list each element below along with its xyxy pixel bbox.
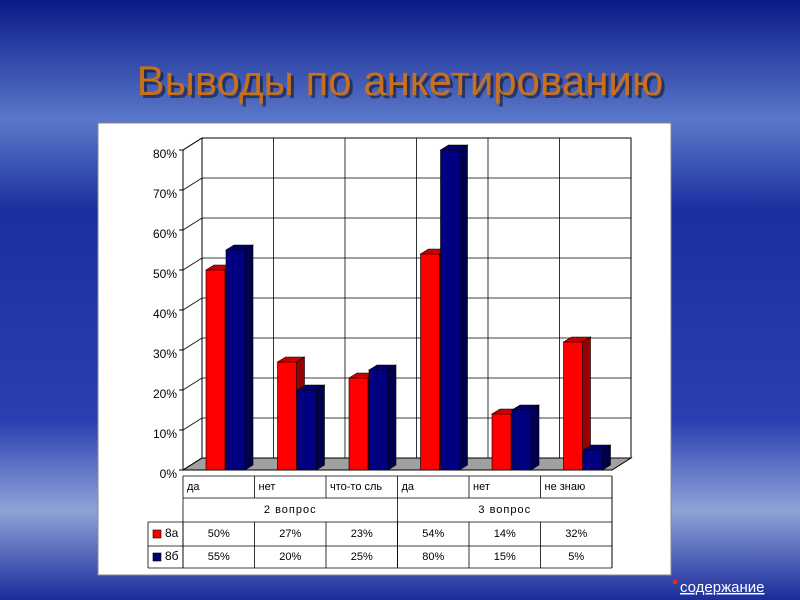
y-tick-label: 40% xyxy=(153,307,177,321)
value-label: 5% xyxy=(568,551,584,563)
x-tick-label: что-то сль xyxy=(330,481,382,493)
chart: 0% 10% 20% 30% 40% 50% 60% 70% 80% да нет что-то сл… xyxy=(147,137,633,569)
nav-link[interactable]: содержание xyxy=(680,579,765,596)
bar-side xyxy=(244,244,254,471)
value-label: 80% xyxy=(422,551,444,563)
y-tick-label: 10% xyxy=(153,427,177,441)
title-shadow: Выводы по анкетированию xyxy=(140,60,667,107)
bar xyxy=(225,249,246,471)
y-tick-label: 50% xyxy=(153,267,177,281)
legend-key xyxy=(152,529,162,539)
y-tick-label: 70% xyxy=(153,187,177,201)
bar xyxy=(440,149,460,471)
value-label: 14% xyxy=(494,528,516,540)
x-tick-label: нет xyxy=(259,481,276,493)
bar xyxy=(205,269,226,471)
bar-side xyxy=(530,404,540,471)
legend-entry: 8а xyxy=(165,526,179,540)
value-label: 25% xyxy=(351,551,373,563)
x-tick-label: да xyxy=(402,481,415,493)
grid-line xyxy=(182,417,631,431)
value-label: 23% xyxy=(351,528,373,540)
value-label: 54% xyxy=(422,528,444,540)
x-tick-label: нет xyxy=(473,481,490,493)
value-label: 20% xyxy=(279,551,301,563)
y-tick-label: 20% xyxy=(153,387,177,401)
legend-entry: 8б xyxy=(165,549,179,563)
value-label: 15% xyxy=(494,551,516,563)
group-label: 3 вопрос xyxy=(478,504,531,516)
y-tick-label: 30% xyxy=(153,347,177,361)
grid-line xyxy=(182,137,631,151)
grid-line xyxy=(182,377,631,391)
value-label: 32% xyxy=(565,528,587,540)
legend-key xyxy=(152,552,162,562)
bar-side xyxy=(459,144,468,471)
bar xyxy=(420,253,440,471)
x-tick-label: не знаю xyxy=(545,481,586,493)
bar xyxy=(277,361,297,471)
value-label: 27% xyxy=(279,528,301,540)
value-label: 50% xyxy=(208,528,230,540)
bar xyxy=(297,389,317,471)
y-tick-label: 0% xyxy=(160,467,178,481)
grid-line xyxy=(182,337,631,351)
bar xyxy=(368,369,389,471)
bar xyxy=(348,377,369,471)
slide-title: Выводы по анкетированию xyxy=(137,57,664,104)
bar xyxy=(491,413,512,471)
x-tick-label: да xyxy=(187,481,200,493)
grid-line xyxy=(182,217,631,231)
bullet xyxy=(673,580,677,584)
bar-side xyxy=(316,384,325,471)
y-tick-label: 80% xyxy=(153,147,177,161)
grid-line xyxy=(182,457,631,471)
value-label: 55% xyxy=(208,551,230,563)
y-tick-label: 60% xyxy=(153,227,177,241)
grid-line xyxy=(182,177,631,191)
grid-line xyxy=(182,297,631,311)
bar-side xyxy=(387,364,397,471)
bar xyxy=(583,449,603,471)
bar xyxy=(563,341,583,471)
grid-line xyxy=(182,257,631,271)
bar xyxy=(511,409,532,471)
group-label: 2 вопрос xyxy=(264,504,317,516)
